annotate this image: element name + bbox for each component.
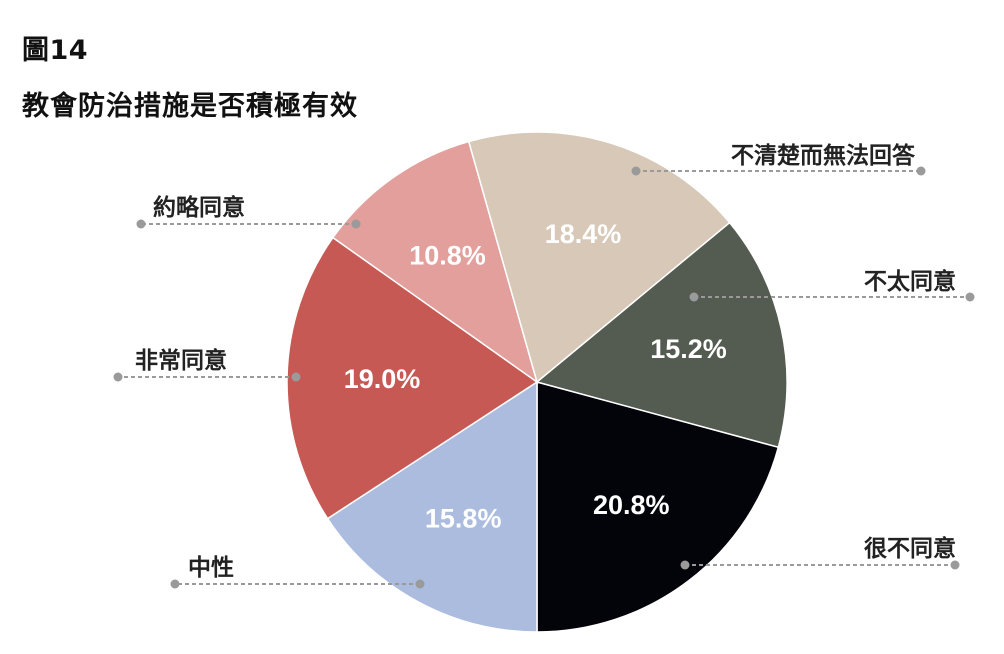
percent-label: 18.4% bbox=[545, 219, 622, 249]
category-label: 中性 bbox=[188, 555, 234, 581]
leader-dot bbox=[170, 579, 180, 589]
percent-label: 15.8% bbox=[425, 503, 502, 533]
figure-label: 圖14 bbox=[22, 35, 89, 66]
percent-label: 15.2% bbox=[650, 334, 727, 364]
leader-dot bbox=[916, 166, 926, 176]
leader-dot bbox=[136, 219, 146, 229]
pie-slice bbox=[331, 140, 539, 384]
percent-label: 10.8% bbox=[409, 240, 486, 270]
pie-slice bbox=[535, 221, 788, 449]
chart-title: 教會防治措施是否積極有效 bbox=[22, 91, 358, 122]
percent-label: 20.8% bbox=[593, 490, 670, 520]
leader-dot bbox=[631, 166, 641, 176]
category-label: 不太同意 bbox=[864, 268, 956, 295]
percent-label: 19.0% bbox=[344, 364, 421, 394]
category-label: 很不同意 bbox=[864, 535, 956, 562]
leader-dot bbox=[965, 292, 975, 302]
category-label: 約略同意 bbox=[153, 194, 245, 221]
leader-dot bbox=[950, 560, 960, 570]
leader-dot bbox=[689, 292, 699, 302]
category-label: 非常同意 bbox=[135, 347, 227, 374]
pie-slice bbox=[326, 380, 538, 633]
pie-slice bbox=[536, 381, 780, 633]
pie-slices bbox=[286, 131, 788, 633]
leader-dot bbox=[680, 560, 690, 570]
pie-slice bbox=[467, 131, 731, 384]
leader-dot bbox=[113, 372, 123, 382]
leader-dot bbox=[415, 579, 425, 589]
leader-dot bbox=[351, 219, 361, 229]
category-label: 不清楚而無法回答 bbox=[731, 142, 916, 169]
leader-dot bbox=[291, 372, 301, 382]
percent-labels: 20.8% 15.8% 19.0% 10.8% 18.4% 15.2% bbox=[344, 219, 727, 533]
